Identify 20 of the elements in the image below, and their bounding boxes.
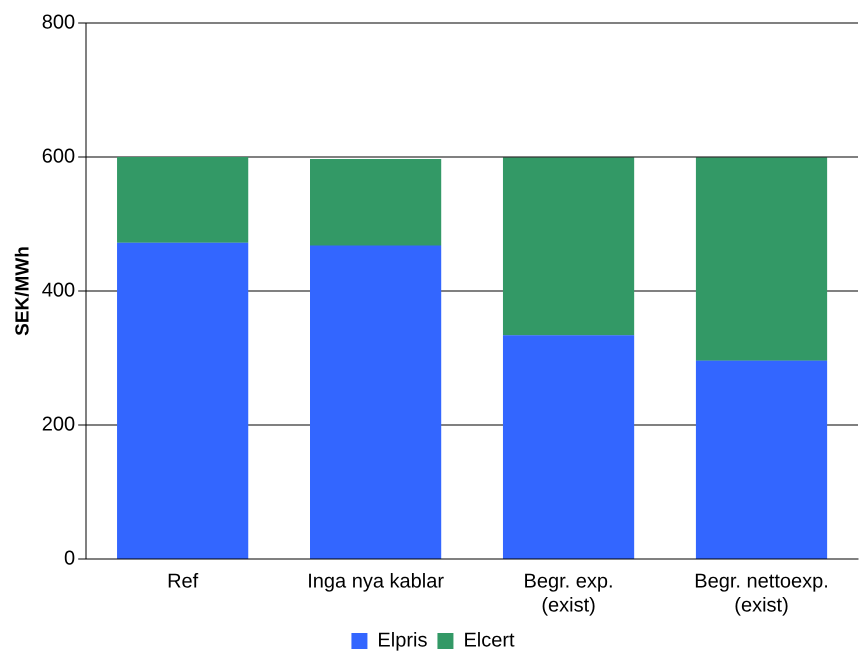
y-axis-title: SEK/MWh [12, 246, 34, 336]
legend-label: Elcert [463, 630, 516, 652]
legend-label: Elpris [377, 630, 428, 652]
bar [696, 360, 828, 558]
y-tick-label: 800 [42, 12, 76, 34]
y-tick-label: 600 [42, 146, 76, 168]
bar [696, 158, 828, 361]
bar [117, 242, 248, 558]
y-tick-label: 0 [64, 548, 76, 570]
x-tick-label: Ref [167, 570, 199, 593]
bar [117, 157, 248, 243]
y-tick-label: 200 [42, 414, 76, 436]
bar [502, 335, 634, 558]
x-tick-label: Begr. nettoexp. (exist) [694, 570, 829, 617]
x-tick-label: Inga nya kablar [307, 570, 444, 593]
x-tick-label: Begr. exp. (exist) [524, 570, 614, 617]
bar [310, 245, 442, 558]
bar [310, 159, 442, 246]
bar [502, 158, 634, 336]
y-tick-label: 400 [42, 280, 76, 302]
